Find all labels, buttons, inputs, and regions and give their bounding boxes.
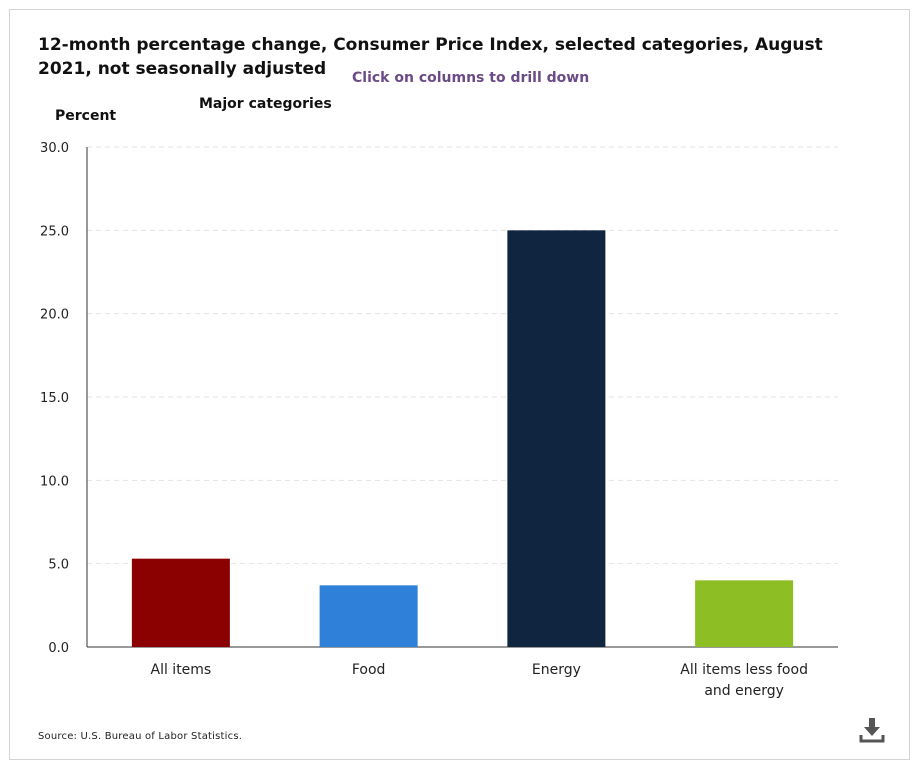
- download-icon: [859, 718, 885, 743]
- x-category-label: All items less food and energy: [680, 662, 808, 699]
- y-tick-label: 0.0: [48, 641, 69, 656]
- y-tick-label: 30.0: [40, 141, 69, 156]
- x-category-label: All items: [151, 662, 212, 678]
- y-tick-label: 5.0: [48, 558, 69, 573]
- y-tick-label: 25.0: [40, 224, 69, 239]
- bar-all-items[interactable]: [131, 558, 230, 647]
- x-category-label: Food: [352, 662, 386, 678]
- source-note: Source: U.S. Bureau of Labor Statistics.: [38, 731, 243, 742]
- y-axis-label: Percent: [55, 108, 117, 124]
- drill-down-hint: Click on columns to drill down: [352, 70, 590, 86]
- x-category-label: Energy: [532, 662, 581, 678]
- y-tick-label: 15.0: [40, 391, 69, 406]
- bar-energy[interactable]: [507, 230, 606, 648]
- chart-title: 12-month percentage change, Consumer Pri…: [38, 35, 823, 79]
- bar-all-items-less-food-and-energy[interactable]: [695, 580, 794, 647]
- bar-food[interactable]: [319, 585, 418, 647]
- chart-subtitle: Major categories: [199, 96, 332, 112]
- y-tick-label: 10.0: [40, 474, 69, 489]
- download-button[interactable]: [858, 716, 886, 744]
- y-tick-label: 20.0: [40, 308, 69, 323]
